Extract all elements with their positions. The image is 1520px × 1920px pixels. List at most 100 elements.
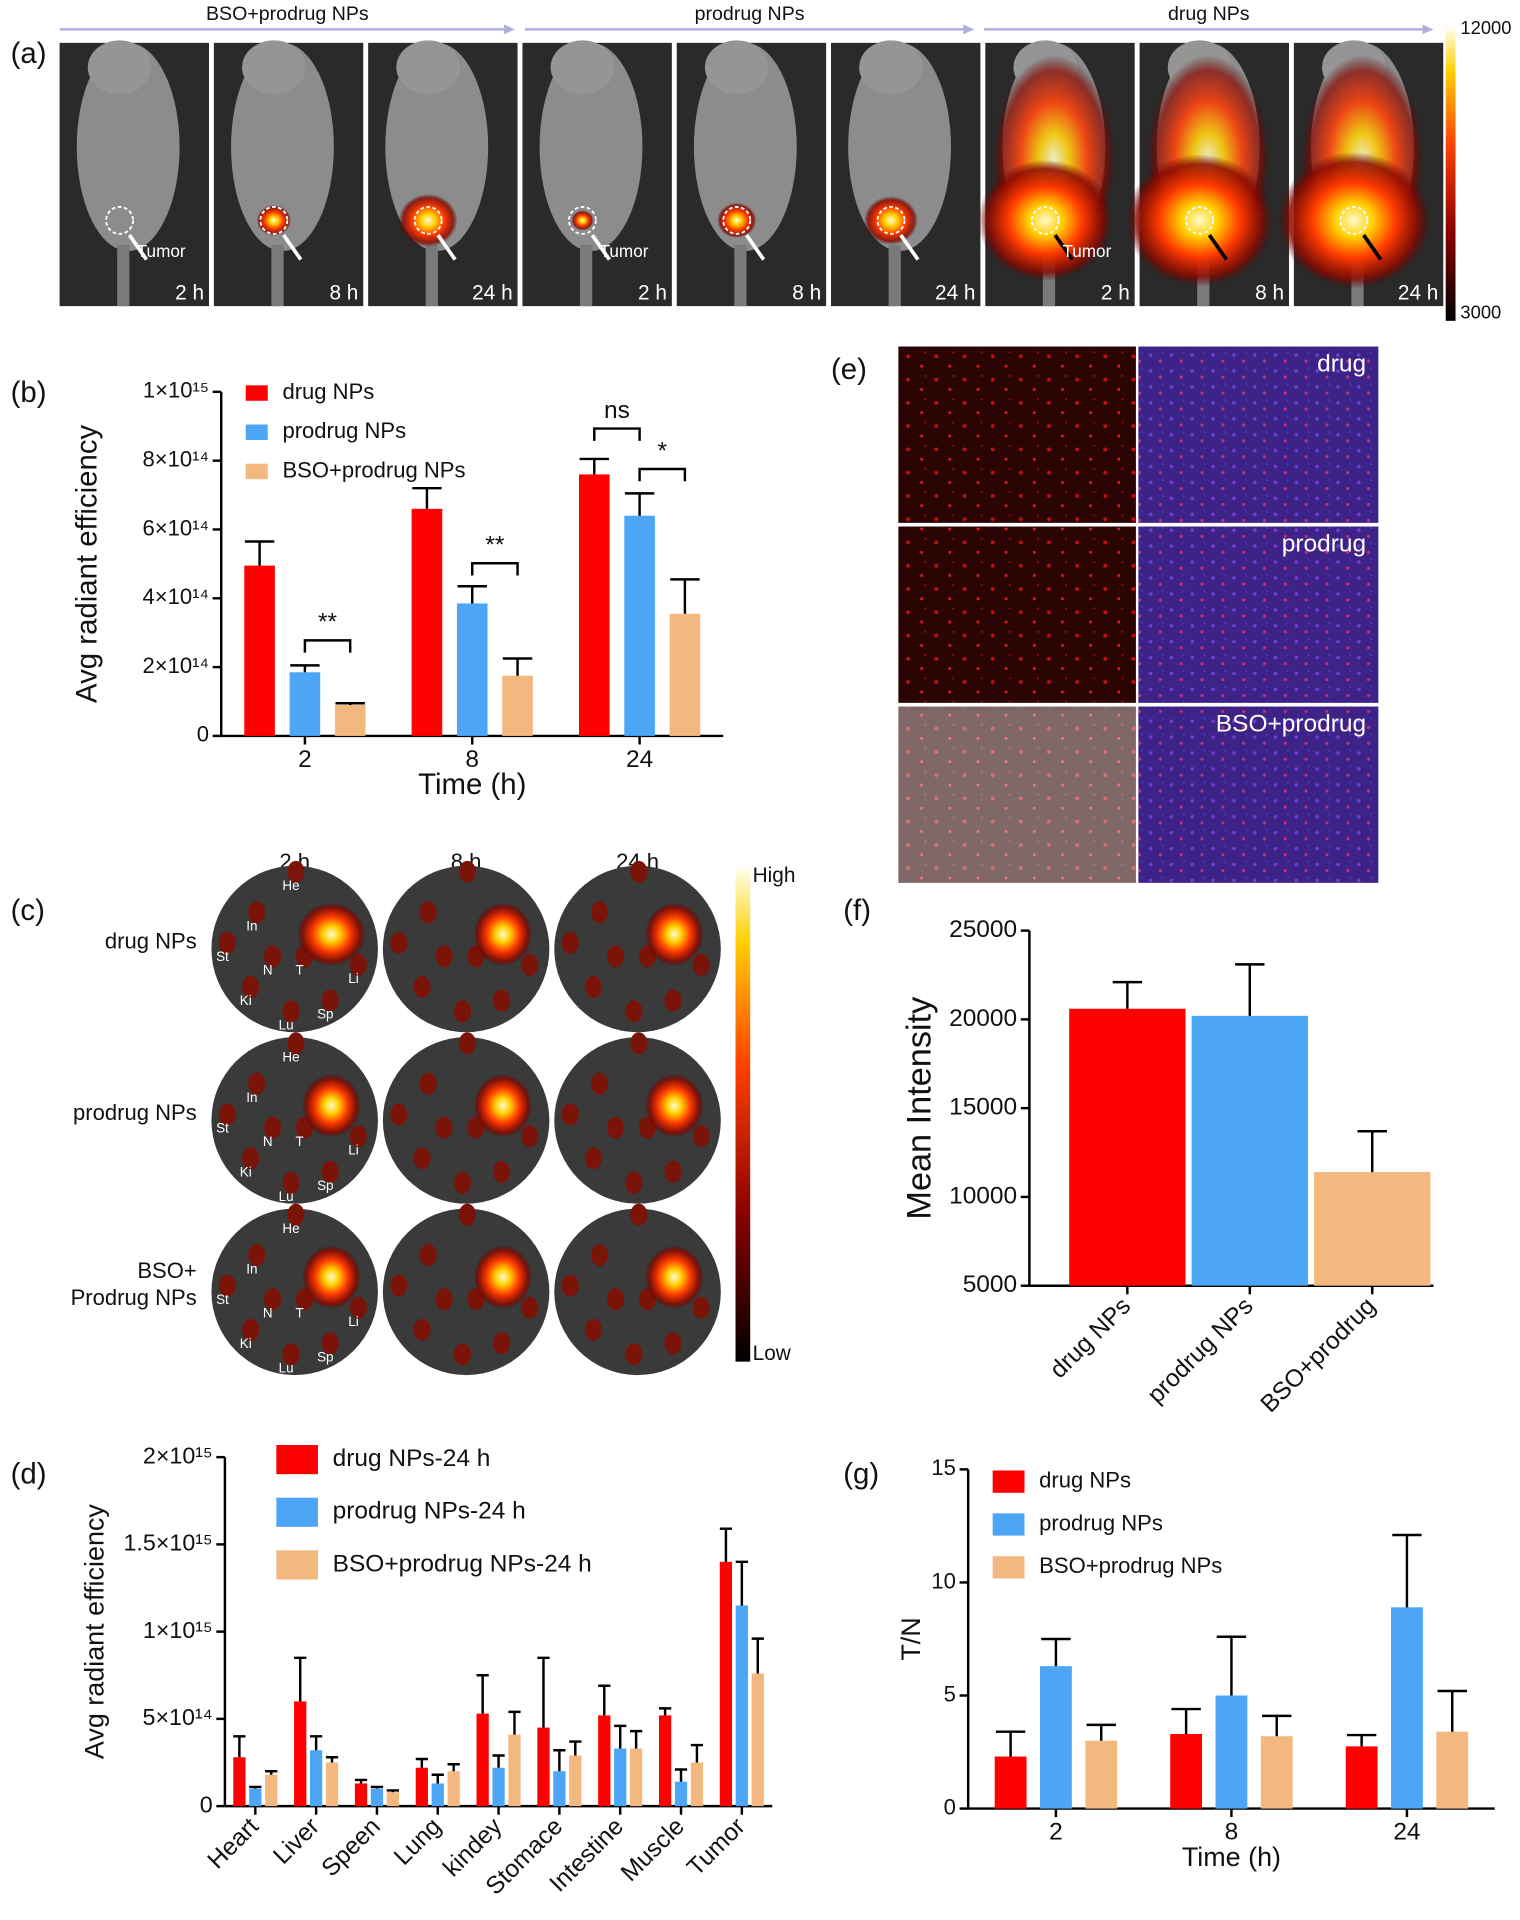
error-bar xyxy=(244,540,275,566)
error-bar xyxy=(995,1730,1026,1757)
error-bar xyxy=(309,1735,323,1751)
significance-label: ** xyxy=(318,609,338,636)
panel-label: (d) xyxy=(11,1457,47,1490)
time-label: 24 h xyxy=(472,281,512,304)
tumor-arrow xyxy=(899,234,920,261)
organ xyxy=(413,975,431,998)
organ xyxy=(664,1160,682,1183)
significance-label: ns xyxy=(604,397,630,424)
organ xyxy=(625,1343,643,1366)
organ xyxy=(390,931,408,954)
organ-label: T xyxy=(295,963,303,978)
mouse-body xyxy=(231,42,334,252)
bar xyxy=(537,1727,550,1807)
organ-label: In xyxy=(246,1090,257,1105)
organ xyxy=(390,1274,408,1297)
organ xyxy=(453,1171,472,1194)
y-tick-label: 1×10¹⁵ xyxy=(143,1617,213,1643)
bar xyxy=(1391,1607,1423,1809)
x-tick-label: Tumor xyxy=(682,1813,750,1881)
error-bar xyxy=(1112,980,1143,1009)
error-bar xyxy=(1041,1637,1071,1667)
organ-label: N xyxy=(263,1134,273,1149)
bar xyxy=(508,1734,521,1807)
y-tick-label: 15 xyxy=(931,1455,956,1480)
error-bar xyxy=(629,1729,643,1749)
tumor-arrow xyxy=(590,234,611,261)
row-label: Prodrug NPs xyxy=(71,1285,197,1310)
organ xyxy=(242,1147,260,1170)
organ-label: Ki xyxy=(240,1336,252,1351)
organ xyxy=(458,860,476,883)
error-bar xyxy=(690,1743,704,1763)
mouse-tail xyxy=(117,244,130,307)
organ-label: In xyxy=(246,1261,257,1276)
error-bar xyxy=(537,1656,550,1728)
mouse-head xyxy=(704,40,769,95)
x-axis-title: Time (h) xyxy=(1182,1842,1281,1872)
organ-label: N xyxy=(263,963,273,978)
colorbar-label: High xyxy=(753,864,796,887)
organ xyxy=(413,1318,431,1341)
organ-label: Li xyxy=(348,1314,358,1329)
tumor-outline xyxy=(876,206,906,235)
y-tick-label: 2×10¹⁵ xyxy=(143,1442,213,1468)
bar xyxy=(447,1771,460,1807)
bar xyxy=(492,1767,505,1807)
tumor-arrow xyxy=(1362,234,1383,261)
y-tick-label: 15000 xyxy=(949,1094,1017,1121)
legend-swatch xyxy=(992,1556,1025,1579)
arrow-head xyxy=(963,24,975,35)
bar xyxy=(1069,1008,1186,1286)
micrograph-label: prodrug xyxy=(1282,530,1366,557)
error-bar xyxy=(1216,1635,1247,1696)
liver xyxy=(302,1245,361,1309)
organ xyxy=(493,1160,511,1183)
organ-label: Sp xyxy=(317,1350,333,1365)
bar xyxy=(476,1713,489,1807)
bar xyxy=(502,675,533,736)
organ xyxy=(242,1318,260,1341)
bar xyxy=(553,1771,566,1807)
organ xyxy=(521,1125,539,1148)
y-tick-label: 10000 xyxy=(949,1182,1017,1209)
bar xyxy=(244,565,275,736)
y-tick-label: 6×10¹⁴ xyxy=(143,515,209,540)
bar xyxy=(386,1792,399,1807)
organ xyxy=(435,1288,453,1311)
liver xyxy=(644,1073,704,1138)
organ xyxy=(591,901,609,924)
tumor-outline xyxy=(722,206,752,235)
y-tick-label: 1×10¹⁵ xyxy=(143,378,209,403)
error-bar xyxy=(614,1724,627,1749)
legend-swatch xyxy=(276,1550,318,1580)
organ xyxy=(242,975,260,998)
error-bar xyxy=(412,486,442,509)
micrograph-label: BSO+prodrug xyxy=(1216,710,1366,737)
bar xyxy=(1040,1666,1072,1809)
bar xyxy=(1314,1172,1431,1286)
organ xyxy=(390,1103,408,1126)
organ xyxy=(218,931,236,954)
legend-swatch xyxy=(276,1497,318,1527)
bar xyxy=(598,1715,611,1807)
bar xyxy=(370,1788,384,1807)
organ xyxy=(591,1072,609,1095)
liver xyxy=(644,1245,704,1309)
organ xyxy=(435,945,453,968)
organ xyxy=(692,953,710,976)
tumor-signal xyxy=(571,210,594,231)
organ xyxy=(282,1000,300,1023)
organ xyxy=(453,1343,472,1366)
organ xyxy=(264,1116,282,1139)
mouse-tail xyxy=(580,244,593,307)
tumor-arrow xyxy=(436,234,457,261)
y-axis-title: T/N xyxy=(896,1617,926,1660)
micrograph-merged xyxy=(1138,706,1379,883)
significance-bracket xyxy=(303,639,352,653)
organ xyxy=(664,989,682,1012)
mouse-head xyxy=(242,40,306,95)
legend-label: drug NPs xyxy=(1039,1467,1131,1492)
x-tick-label: Heart xyxy=(203,1813,265,1875)
